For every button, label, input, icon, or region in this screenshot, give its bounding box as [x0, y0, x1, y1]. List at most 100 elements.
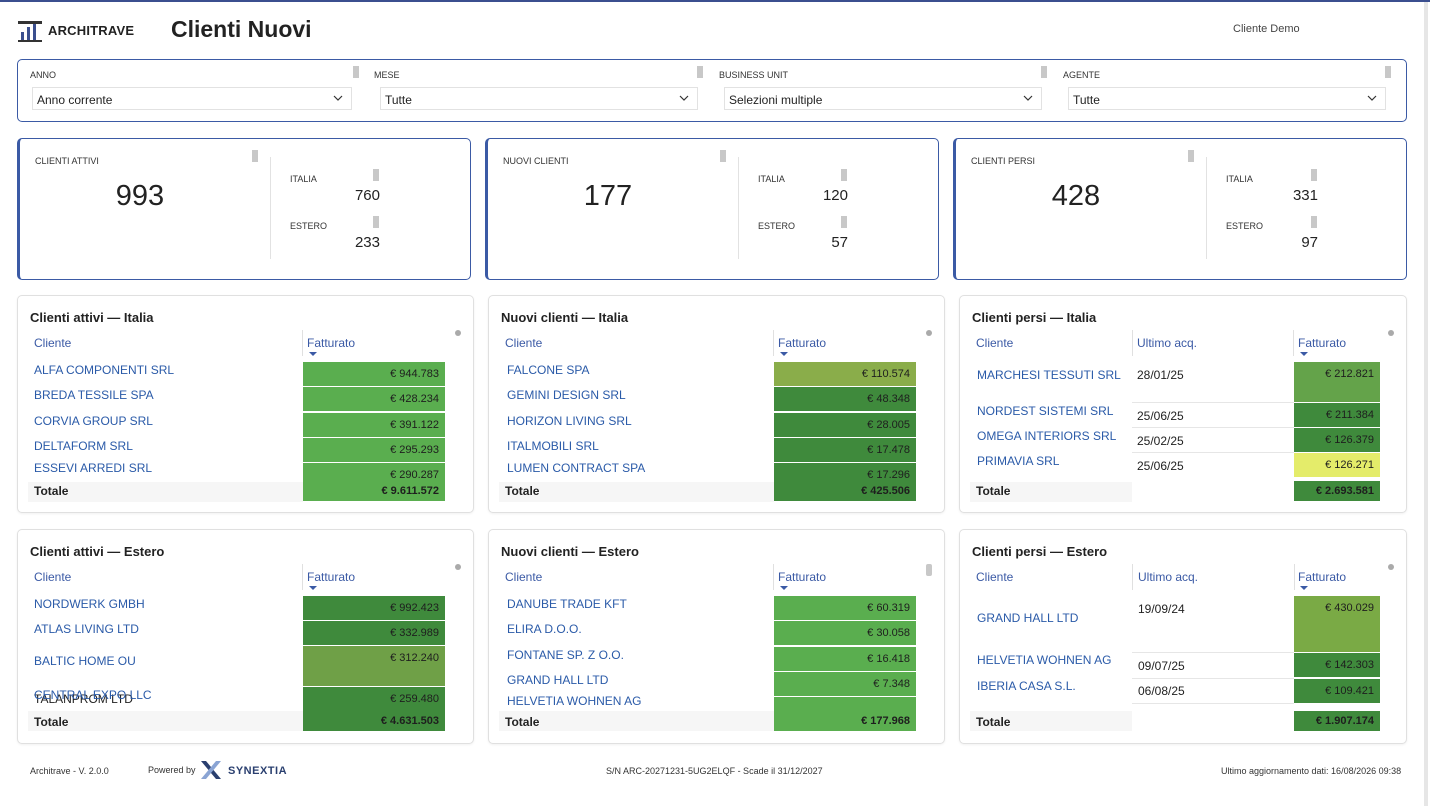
cliente-link[interactable]: NORDEST SISTEMI SRL: [977, 404, 1114, 418]
scroll-indicator[interactable]: [455, 564, 461, 570]
col-header-cliente[interactable]: Cliente: [505, 570, 543, 584]
grip-handle[interactable]: [1311, 169, 1317, 181]
col-header-fatturato[interactable]: Fatturato: [307, 570, 355, 590]
cliente-link[interactable]: CORVIA GROUP SRL: [34, 414, 153, 428]
filter-label: MESE: [374, 70, 400, 80]
ultimo-acq-date: 28/01/25: [1137, 368, 1184, 382]
cliente-link[interactable]: ITALMOBILI SRL: [507, 439, 599, 453]
cliente-link[interactable]: LUMEN CONTRACT SPA: [507, 461, 646, 475]
kpi-italia-value: 120: [822, 187, 848, 204]
cliente-link[interactable]: BREDA TESSILE SPA: [34, 388, 154, 402]
grip-handle[interactable]: [1041, 66, 1047, 78]
total-value: € 9.611.572: [303, 481, 445, 501]
page-scrollbar[interactable]: [1424, 2, 1428, 806]
fatturato-cell: € 60.319: [774, 596, 916, 620]
kpi-estero-value: 97: [1301, 234, 1318, 251]
col-header-ultimo-acq[interactable]: Ultimo acq.: [1137, 336, 1198, 350]
card-title: Clienti attivi — Estero: [30, 544, 165, 559]
kpi-value: 993: [115, 180, 165, 212]
chevron-down-icon: [679, 95, 689, 101]
col-header-cliente[interactable]: Cliente: [505, 336, 543, 350]
cliente-link[interactable]: GRAND HALL LTD: [507, 673, 609, 687]
col-header-cliente[interactable]: Cliente: [34, 336, 72, 350]
scroll-indicator[interactable]: [1388, 330, 1394, 336]
grip-handle[interactable]: [720, 150, 726, 162]
cliente-link[interactable]: DELTAFORM SRL: [34, 439, 133, 453]
cliente-link[interactable]: DANUBE TRADE KFT: [507, 597, 627, 611]
col-header-cliente[interactable]: Cliente: [976, 570, 1014, 584]
cliente-link[interactable]: PRIMAVIA SRL: [977, 454, 1060, 468]
grip-handle[interactable]: [252, 150, 258, 162]
filter-anno: ANNO Anno corrente: [30, 60, 359, 122]
mese-dropdown[interactable]: Tutte: [380, 87, 698, 110]
grip-handle[interactable]: [841, 169, 847, 181]
cliente-link[interactable]: HORIZON LIVING SRL: [507, 414, 632, 428]
col-header-cliente[interactable]: Cliente: [34, 570, 72, 584]
divider: [738, 157, 739, 259]
scrollbar-thumb[interactable]: [926, 564, 932, 576]
fatturato-cell: € 992.423: [303, 596, 445, 620]
business-unit-dropdown[interactable]: Selezioni multiple: [724, 87, 1042, 110]
grip-handle[interactable]: [373, 169, 379, 181]
grip-handle[interactable]: [1188, 150, 1194, 162]
cliente-link[interactable]: ESSEVI ARREDI SRL: [34, 461, 153, 475]
col-header-fatturato[interactable]: Fatturato: [778, 570, 826, 590]
grip-handle[interactable]: [353, 66, 359, 78]
kpi-estero-label: ESTERO: [758, 221, 796, 231]
scroll-indicator[interactable]: [1388, 564, 1394, 570]
filter-label: ANNO: [30, 70, 57, 80]
cliente-link[interactable]: CENTRAL EXPO LLC: [34, 688, 152, 702]
kpi-estero-value: 233: [354, 234, 380, 251]
cliente-link[interactable]: FALCONE SPA: [507, 363, 590, 377]
total-label: Totale: [976, 484, 1011, 498]
total-row: [970, 482, 1132, 502]
cliente-link[interactable]: MARCHESI TESSUTI SRL: [977, 368, 1121, 382]
cliente-link[interactable]: ALFA COMPONENTI SRL: [34, 363, 175, 377]
cliente-link[interactable]: HELVETIA WOHNEN AG: [977, 653, 1112, 667]
ultimo-acq-date: 25/02/25: [1137, 434, 1184, 448]
fatturato-cell: € 17.296: [774, 463, 916, 483]
grip-handle[interactable]: [1385, 66, 1391, 78]
grip-handle[interactable]: [1311, 216, 1317, 228]
table-nuovi-estero: Nuovi clienti — Estero Cliente Fatturato…: [488, 529, 945, 744]
col-header-fatturato[interactable]: Fatturato: [778, 336, 826, 356]
kpi-clienti-attivi: CLIENTI ATTIVI 993 ITALIA 760 ESTERO 233: [17, 138, 471, 280]
cliente-link[interactable]: GRAND HALL LTD: [977, 611, 1079, 625]
col-header-ultimo-acq[interactable]: Ultimo acq.: [1138, 570, 1199, 584]
chevron-down-icon: [1023, 95, 1033, 101]
col-header-fatturato[interactable]: Fatturato: [1298, 336, 1346, 356]
cliente-link[interactable]: HELVETIA WOHNEN AG: [507, 694, 642, 708]
kpi-value: 177: [583, 180, 633, 212]
fatturato-cell: € 211.384: [1294, 403, 1380, 427]
total-label: Totale: [505, 715, 540, 729]
scroll-indicator[interactable]: [455, 330, 461, 336]
divider: [1293, 330, 1294, 356]
synextia-logo-icon: [201, 761, 221, 779]
col-header-cliente[interactable]: Cliente: [976, 336, 1014, 350]
col-header-fatturato[interactable]: Fatturato: [307, 336, 355, 356]
client-name: Cliente Demo: [1233, 23, 1300, 35]
cliente-link[interactable]: ATLAS LIVING LTD: [34, 622, 139, 636]
cliente-link[interactable]: GEMINI DESIGN SRL: [507, 388, 626, 402]
anno-dropdown[interactable]: Anno corrente: [32, 87, 352, 110]
grip-handle[interactable]: [841, 216, 847, 228]
fatturato-cell: € 391.122: [303, 413, 445, 437]
cliente-link[interactable]: BALTIC HOME OU: [34, 654, 136, 668]
cliente-link[interactable]: ELIRA D.O.O.: [507, 622, 582, 636]
grip-handle[interactable]: [373, 216, 379, 228]
chevron-down-icon: [333, 95, 343, 101]
cliente-link[interactable]: IBERIA CASA S.L.: [977, 679, 1076, 693]
kpi-label: NUOVI CLIENTI: [503, 156, 569, 166]
grip-handle[interactable]: [697, 66, 703, 78]
col-header-fatturato[interactable]: Fatturato: [1298, 570, 1347, 590]
cliente-link[interactable]: NORDWERK GMBH: [34, 597, 145, 611]
total-value: € 425.506: [774, 481, 916, 501]
cliente-link[interactable]: OMEGA INTERIORS SRL: [977, 429, 1117, 443]
divider: [773, 564, 774, 590]
scroll-indicator[interactable]: [926, 330, 932, 336]
chevron-down-icon: [1367, 95, 1377, 101]
cliente-link[interactable]: FONTANE SP. Z O.O.: [507, 648, 624, 662]
fatturato-cell: € 295.293: [303, 438, 445, 462]
col-label: Fatturato: [1298, 570, 1347, 584]
agente-dropdown[interactable]: Tutte: [1068, 87, 1386, 110]
